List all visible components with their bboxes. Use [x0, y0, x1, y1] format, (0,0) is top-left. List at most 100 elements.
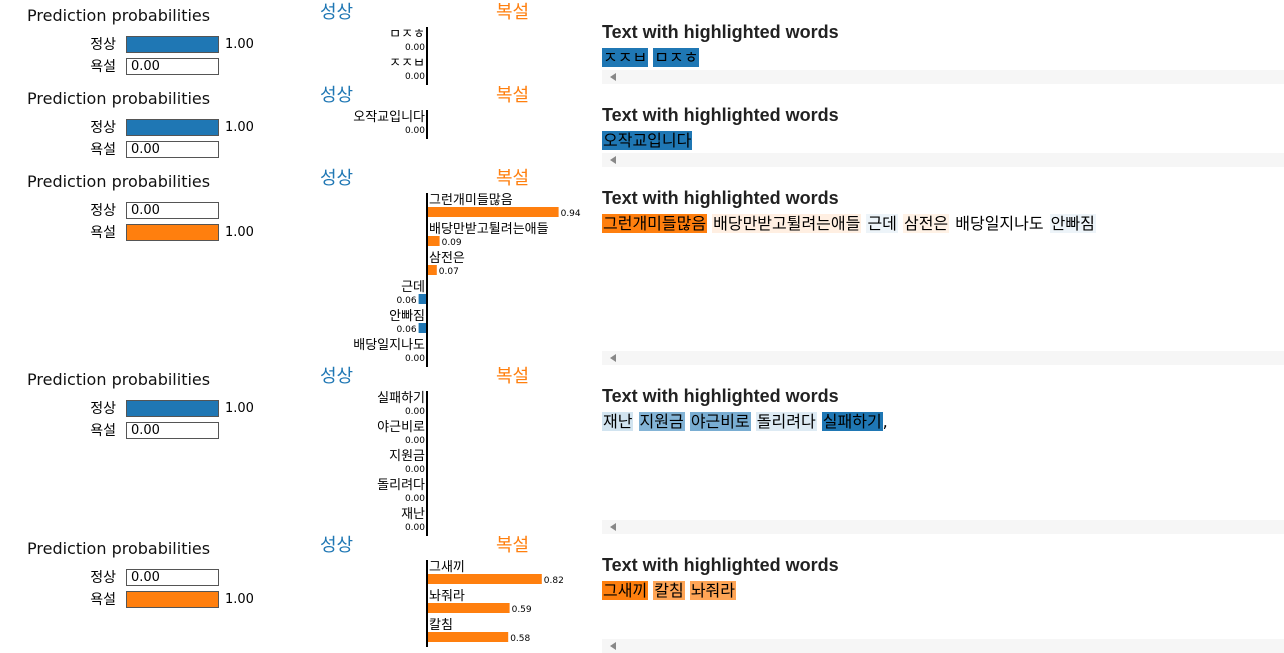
- prob-bar-fill: [127, 225, 218, 240]
- class-header-normal: 성상: [320, 366, 354, 387]
- prob-bar-fill: [127, 401, 218, 416]
- prob-value: 0.00: [131, 203, 160, 218]
- feature-value: 0.07: [439, 267, 459, 277]
- highlighted-word: 그새끼: [602, 581, 649, 600]
- highlighted-word: 삼전은: [902, 214, 950, 233]
- highlighted-word: 실패하기: [821, 412, 883, 431]
- horizontal-scrollbar[interactable]: [602, 520, 1284, 534]
- prob-value: 1.00: [225, 401, 254, 416]
- feature-bar: [427, 265, 437, 275]
- prob-value: 0.00: [131, 570, 160, 585]
- feature-value: 0.58: [510, 634, 530, 644]
- feature-value: 0.00: [405, 354, 425, 364]
- class-header-normal: 성상: [320, 535, 354, 556]
- prediction-probabilities-title: Prediction probabilities: [27, 6, 211, 25]
- horizontal-scrollbar[interactable]: [602, 351, 1284, 365]
- highlighted-word: ㅁㅈㅎ: [653, 48, 700, 67]
- prob-bar: 0.00: [126, 569, 219, 586]
- text-suffix: ,: [882, 412, 888, 431]
- prob-value: 1.00: [225, 37, 254, 52]
- highlighted-word: 오작교입니다: [602, 131, 693, 150]
- highlighted-text: 재난 지원금 야근비로 돌리려다 실패하기,: [602, 411, 888, 433]
- prob-bar-fill: [127, 592, 218, 607]
- feature-word: 돌리려다: [377, 478, 425, 493]
- feature-bar: [427, 574, 542, 584]
- scroll-left-arrow-icon[interactable]: [610, 523, 616, 531]
- feature-bar: [427, 603, 510, 613]
- horizontal-scrollbar[interactable]: [602, 70, 1284, 84]
- prediction-probabilities-title: Prediction probabilities: [27, 89, 211, 108]
- highlighted-text: 그새끼 칼침 놔줘라: [602, 580, 736, 602]
- scroll-left-arrow-icon[interactable]: [610, 156, 616, 164]
- class-header-normal: 성상: [320, 85, 354, 106]
- prob-bar: [126, 591, 219, 608]
- prob-class-label: 욕설: [90, 592, 116, 608]
- highlighted-word: 그런개미들많음: [602, 214, 708, 233]
- feature-value: 0.00: [405, 523, 425, 533]
- highlighted-word: 돌리려다: [755, 412, 817, 431]
- highlighted-word: 지원금: [638, 412, 685, 431]
- scroll-left-arrow-icon[interactable]: [610, 642, 616, 650]
- feature-row: 칼침 0.58: [427, 618, 531, 644]
- highlighted-text: 오작교입니다: [602, 130, 693, 152]
- explanation-block-3: Prediction probabilities 정상 0.00 욕설 1.00 성상 복설…: [0, 166, 1284, 367]
- highlighted-text: ㅈㅈㅂ ㅁㅈㅎ: [602, 47, 700, 69]
- feature-bar: [418, 294, 427, 304]
- feature-row: 재난0.00: [401, 507, 425, 533]
- prob-class-label: 욕설: [90, 423, 116, 439]
- prob-value: 0.00: [131, 142, 160, 157]
- prob-value: 0.00: [131, 423, 160, 438]
- text-highlight-title: Text with highlighted words: [602, 386, 839, 406]
- explanation-block-2: Prediction probabilities 정상 1.00 욕설 0.00 성상 복설…: [0, 83, 1284, 167]
- feature-value: 0.00: [405, 494, 425, 504]
- feature-row: 놔줘라 0.59: [427, 589, 532, 615]
- feature-word: 야근비로: [377, 420, 425, 435]
- prob-bar: [126, 36, 219, 53]
- feature-value: 0.82: [544, 576, 564, 586]
- highlighted-word: 배당일지나도: [955, 214, 1044, 233]
- feature-value: 0.00: [405, 43, 425, 53]
- prediction-probabilities-title: Prediction probabilities: [27, 539, 211, 558]
- feature-value: 0.06: [397, 296, 417, 306]
- feature-chart: 그런개미들많음0.94배당만받고튈려는애들0.09삼전은0.07근데0.06안빠…: [353, 193, 581, 367]
- feature-chart: 그새끼 0.82 놔줘라 0.59 칼침 0.58: [426, 560, 564, 647]
- prob-value: 1.00: [225, 120, 254, 135]
- feature-bar: [427, 632, 509, 642]
- prediction-probabilities-title: Prediction probabilities: [27, 172, 211, 191]
- feature-word: 칼침: [429, 618, 453, 633]
- prob-bar: 0.00: [126, 141, 219, 158]
- prob-bar: 0.00: [126, 202, 219, 219]
- feature-word: 그런개미들많음: [429, 193, 513, 208]
- prob-value: 1.00: [225, 592, 254, 607]
- explanation-block-4: Prediction probabilities 정상 1.00 욕설 0.00 성상 복설…: [0, 364, 1284, 536]
- prob-bar: [126, 119, 219, 136]
- prob-bar: [126, 224, 219, 241]
- class-header-normal: 성상: [320, 168, 354, 189]
- prob-bar: 0.00: [126, 422, 219, 439]
- highlighted-text: 그런개미들많음 배당만받고튈려는애들 근데 삼전은 배당일지나도 안빠짐: [602, 213, 1096, 235]
- feature-value: 0.59: [512, 605, 532, 615]
- scroll-left-arrow-icon[interactable]: [610, 354, 616, 362]
- prob-bar: [126, 400, 219, 417]
- horizontal-scrollbar[interactable]: [602, 153, 1284, 167]
- feature-word: 그새끼: [429, 560, 465, 575]
- highlighted-word: 안빠짐: [1049, 214, 1096, 233]
- prob-class-label: 욕설: [90, 225, 116, 241]
- highlighted-word: 근데: [866, 214, 898, 233]
- feature-bar: [427, 236, 440, 246]
- horizontal-scrollbar[interactable]: [602, 639, 1284, 653]
- scroll-left-arrow-icon[interactable]: [610, 73, 616, 81]
- feature-value: 0.94: [561, 209, 581, 219]
- prob-class-label: 정상: [90, 570, 116, 586]
- feature-word: 실패하기: [377, 391, 425, 406]
- feature-word: 근데: [401, 280, 425, 295]
